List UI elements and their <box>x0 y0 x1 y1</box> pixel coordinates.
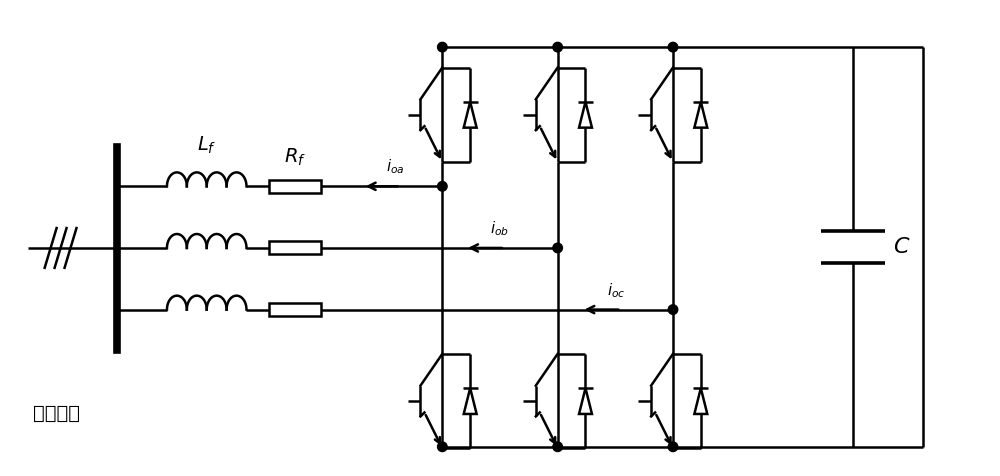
Circle shape <box>438 181 447 191</box>
Circle shape <box>553 243 562 253</box>
Bar <box>269 241 321 254</box>
Circle shape <box>553 442 562 452</box>
Circle shape <box>668 442 678 452</box>
Text: $R_f$: $R_f$ <box>284 147 306 169</box>
Circle shape <box>668 305 678 314</box>
Text: 交流母线: 交流母线 <box>33 404 80 423</box>
Text: $i_{ob}$: $i_{ob}$ <box>490 219 510 238</box>
Circle shape <box>553 42 562 52</box>
Circle shape <box>668 42 678 52</box>
Circle shape <box>438 442 447 452</box>
Text: $L_f$: $L_f$ <box>197 135 216 157</box>
Text: $i_{oa}$: $i_{oa}$ <box>386 158 405 177</box>
Bar <box>269 180 321 193</box>
Circle shape <box>438 42 447 52</box>
Text: $i_{oc}$: $i_{oc}$ <box>607 281 626 299</box>
Text: $C$: $C$ <box>893 236 910 258</box>
Bar <box>269 303 321 316</box>
